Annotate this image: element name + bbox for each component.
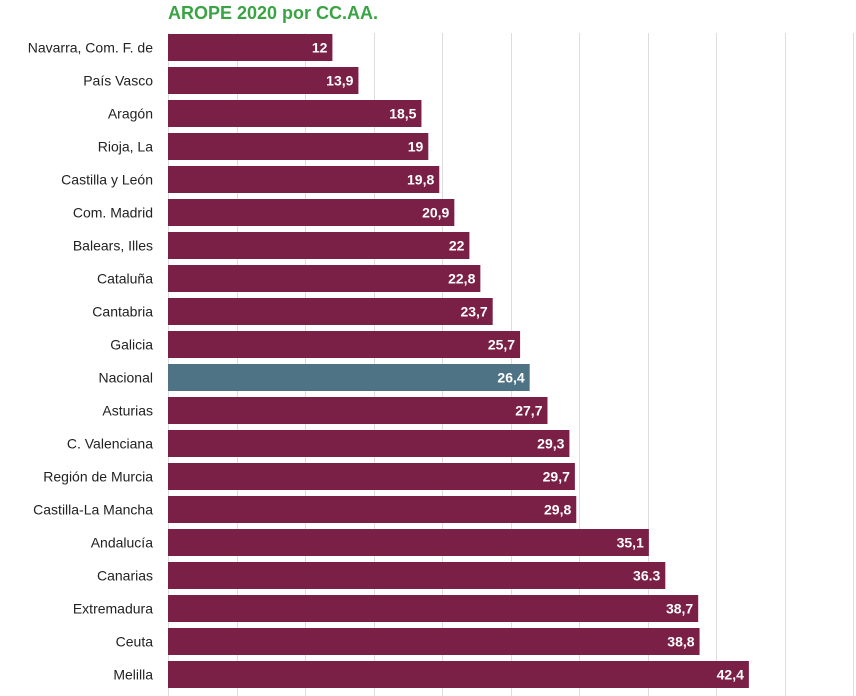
- category-label: Com. Madrid: [73, 205, 153, 221]
- data-label: 29,8: [544, 502, 571, 518]
- data-label: 19,8: [407, 172, 434, 188]
- category-label: Andalucía: [91, 535, 153, 551]
- data-label: 29,3: [537, 436, 564, 452]
- data-label: 25,7: [488, 337, 515, 353]
- bar: [168, 100, 422, 127]
- data-label: 18,5: [389, 106, 416, 122]
- category-labels: Navarra, Com. F. de País Vasco Aragón Rioja…: [28, 40, 153, 683]
- category-label: Canarias: [97, 568, 153, 584]
- data-label: 12: [312, 40, 328, 56]
- bar: [168, 628, 700, 655]
- bar: [168, 232, 470, 259]
- bar: [168, 34, 333, 61]
- data-label: 19: [408, 139, 424, 155]
- category-label: Rioja, La: [98, 139, 153, 155]
- bar: [168, 331, 521, 358]
- data-label: 27,7: [515, 403, 542, 419]
- bar: [168, 496, 577, 523]
- bar: [168, 595, 699, 622]
- category-label: Ceuta: [116, 634, 154, 650]
- data-label: 22: [449, 238, 465, 254]
- category-label: Cataluña: [97, 271, 153, 287]
- category-label: Castilla-La Mancha: [33, 502, 153, 518]
- category-label: Navarra, Com. F. de: [28, 40, 153, 56]
- bar: [168, 562, 666, 589]
- bar: [168, 661, 749, 688]
- category-label: País Vasco: [83, 73, 153, 89]
- bar: [168, 166, 440, 193]
- category-label: Asturias: [102, 403, 153, 419]
- data-label: 35,1: [617, 535, 644, 551]
- data-label: 22,8: [448, 271, 475, 287]
- category-label: C. Valenciana: [67, 436, 153, 452]
- data-label: 36.3: [633, 568, 660, 584]
- category-label: Castilla y León: [61, 172, 153, 188]
- data-label: 20,9: [422, 205, 449, 221]
- bar: [168, 529, 649, 556]
- data-label: 29,7: [543, 469, 570, 485]
- category-label: Nacional: [99, 370, 153, 386]
- data-label: 13,9: [326, 73, 353, 89]
- bar: [168, 364, 530, 391]
- data-label: 23,7: [460, 304, 487, 320]
- data-label: 26,4: [497, 370, 524, 386]
- category-label: Balears, Illes: [73, 238, 153, 254]
- category-label: Extremadura: [73, 601, 153, 617]
- bar: [168, 463, 575, 490]
- category-label: Galicia: [110, 337, 153, 353]
- chart-title: AROPE 2020 por CC.AA.: [168, 3, 379, 23]
- bar: [168, 133, 429, 160]
- category-label: Cantabria: [92, 304, 153, 320]
- data-label: 38,8: [667, 634, 694, 650]
- bar: [168, 265, 481, 292]
- bar-series: 12 13,9 18,5 19 19,8 20,9 22 22,8 23,7 25,7 26,4 27…: [168, 34, 749, 688]
- data-label: 38,7: [666, 601, 693, 617]
- bar: [168, 298, 493, 325]
- category-label: Aragón: [108, 106, 153, 122]
- bar: [168, 67, 359, 94]
- bar: [168, 430, 570, 457]
- category-label: Región de Murcia: [43, 469, 153, 485]
- category-label: Melilla: [113, 667, 153, 683]
- bar: [168, 397, 548, 424]
- data-label: 42,4: [717, 667, 744, 683]
- bar: [168, 199, 455, 226]
